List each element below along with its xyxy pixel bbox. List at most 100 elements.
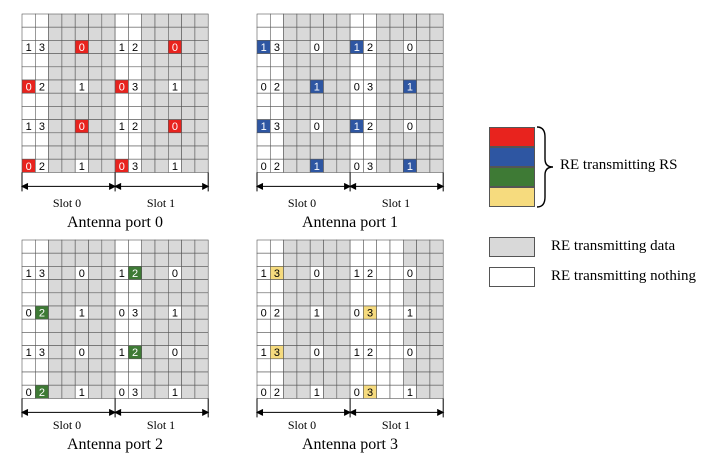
resource-element [270,292,284,307]
resource-element [376,92,391,107]
resource-element [101,40,116,54]
port-index-label: 1 [314,308,320,320]
resource-element [101,106,116,120]
resource-element [363,239,378,254]
resource-element [283,79,298,94]
resource-element [416,371,431,386]
resource-element [74,371,89,386]
resource-element [270,279,284,294]
resource-element [309,132,324,147]
resource-element [48,305,63,320]
resource-element [389,79,404,94]
resource-element [416,252,431,267]
resource-element [35,292,49,307]
resource-element [283,252,298,267]
resource-element [88,305,103,320]
resource-element [154,132,169,147]
resource-element [296,252,311,267]
resource-element [270,358,284,373]
resource-element [270,92,284,107]
resource-element [141,239,156,254]
resource-element [168,252,182,267]
resource-element [323,145,338,160]
port-index-label: 1 [354,42,360,54]
resource-element [48,384,63,399]
resource-element [349,53,364,68]
port-index-label: 2 [132,121,138,133]
resource-element [128,106,143,120]
resource-element [363,371,378,386]
resource-element [336,40,351,54]
resource-element [61,318,76,333]
resource-element [416,145,431,160]
resource-element [181,92,196,107]
resource-element [141,358,156,373]
port-index-label: 2 [367,347,373,359]
resource-element [74,318,89,333]
resource-element [194,239,209,254]
port-index-label: 2 [39,82,45,94]
resource-element [296,158,311,173]
rs-port1-swatch [489,147,535,167]
resource-element [114,371,129,386]
resource-element [309,292,324,307]
resource-element [154,26,169,41]
resource-element [309,26,324,41]
resource-element [323,132,338,147]
resource-element [168,318,182,333]
resource-element [376,279,391,294]
port-index-label: 0 [26,387,32,399]
resource-element [181,119,196,134]
resource-element [88,79,103,94]
resource-element [323,26,338,41]
resource-element [181,318,196,333]
port-index-label: 2 [132,268,138,280]
resource-element [61,40,76,54]
resource-element [101,66,116,81]
resource-element [141,53,156,68]
resource-element [141,266,156,280]
resource-element [336,239,351,254]
resource-element [194,266,209,280]
resource-element [270,332,284,346]
resource-element [429,279,444,294]
resource-element [256,66,271,81]
resource-element [141,252,156,267]
resource-element [376,53,391,68]
resource-element [35,53,49,68]
resource-element [429,26,444,41]
resource-element [194,40,209,54]
resource-element [363,279,378,294]
resource-element [154,145,169,160]
port-index-label: 3 [132,82,138,94]
resource-element [403,145,417,160]
resource-element [403,92,417,107]
legend-nothing-label: RE transmitting nothing [551,268,696,284]
port-index-label: 1 [354,268,360,280]
resource-element [256,358,271,373]
resource-element [181,305,196,320]
resource-element [283,119,298,134]
resource-element [21,26,36,41]
resource-element [416,119,431,134]
resource-element [389,40,404,54]
port-index-label: 0 [172,121,178,133]
resource-element [168,66,182,81]
resource-element [101,318,116,333]
resource-element [376,145,391,160]
resource-element [403,239,417,254]
port-index-label: 3 [274,347,280,359]
resource-element [154,371,169,386]
resource-element [323,332,338,346]
port-index-label: 3 [132,161,138,173]
resource-element [429,106,444,120]
resource-element [101,266,116,280]
resource-element [194,345,209,360]
resource-element [21,53,36,68]
resource-element [101,305,116,320]
resource-element [101,371,116,386]
resource-element [270,106,284,120]
resource-element [48,239,63,254]
resource-element [323,66,338,81]
